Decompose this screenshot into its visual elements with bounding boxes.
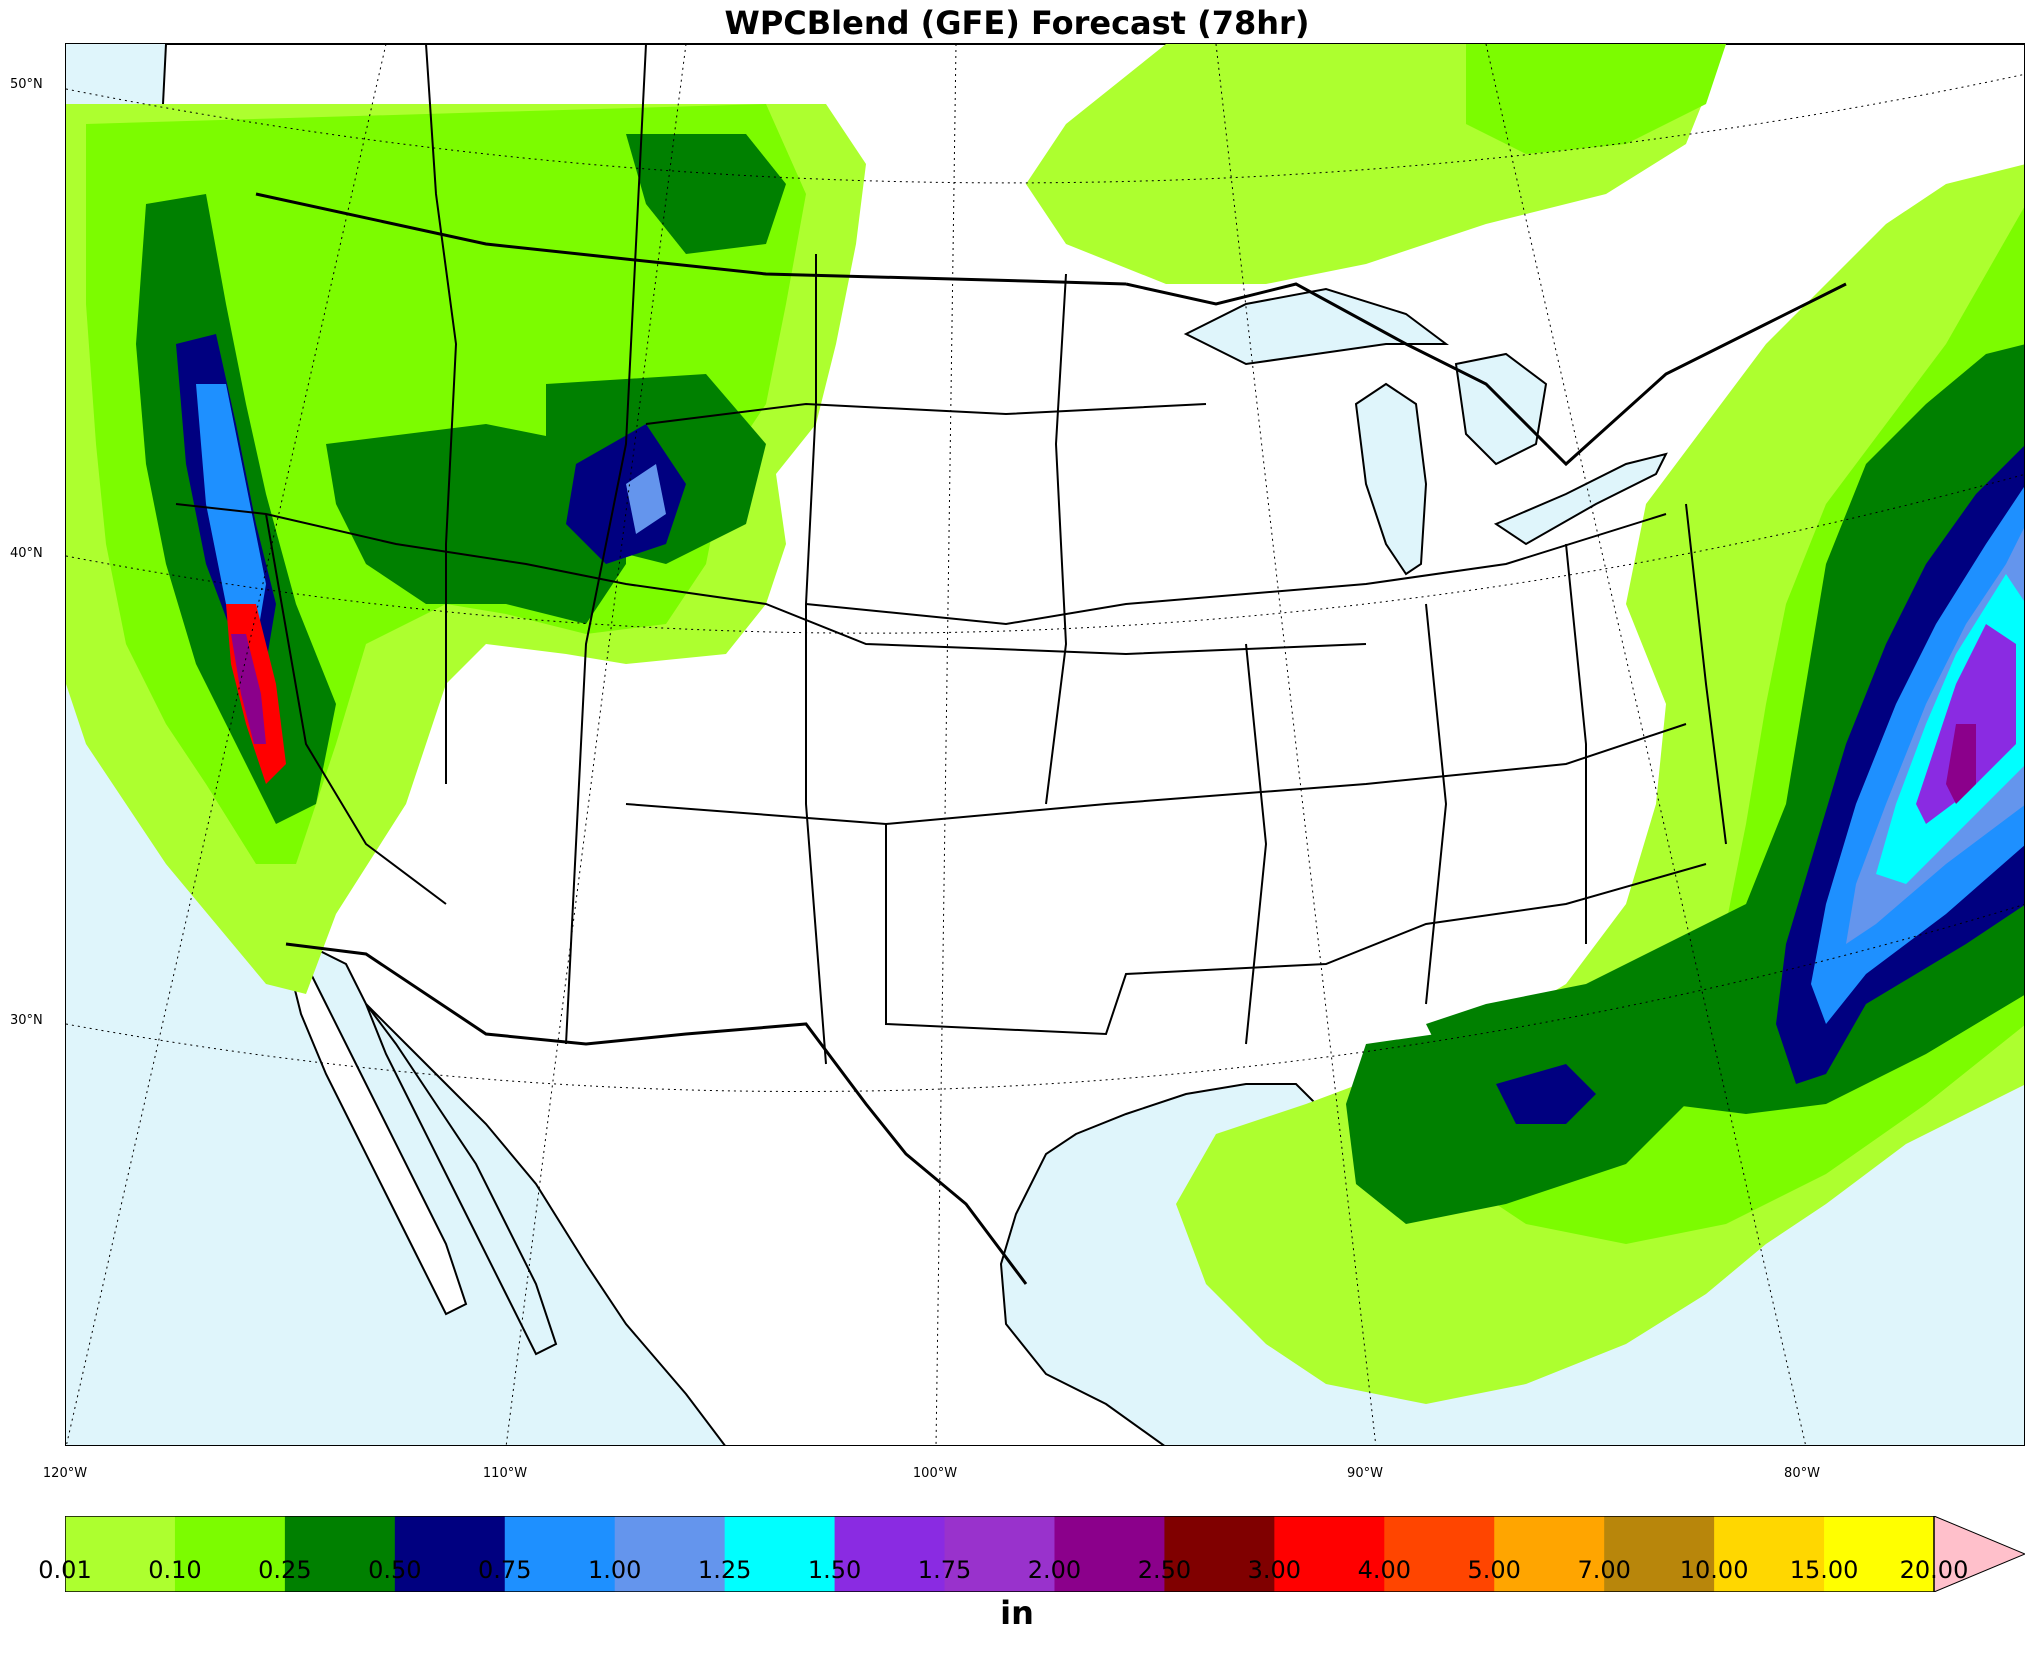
colorbar-tick-label: 7.00	[1577, 1556, 1631, 1584]
colorbar-segment	[1054, 1516, 1165, 1592]
lat-label-30: 30°N	[10, 1013, 43, 1028]
colorbar-tick-label: 5.00	[1467, 1556, 1521, 1584]
gulf-of-california	[365, 1003, 558, 1356]
colorbar-tick-label: 0.10	[148, 1556, 202, 1584]
colorbar-segment	[614, 1516, 726, 1592]
colorbar-tick-label: 3.00	[1247, 1556, 1302, 1584]
colorbar-tick-label: 1.50	[807, 1556, 862, 1584]
colorbar-tick-label: 0.75	[478, 1556, 532, 1584]
colorbar-tick-label: 4.00	[1357, 1556, 1411, 1584]
colorbar-segment	[1714, 1516, 1825, 1592]
colorbar-tick-label: 0.01	[38, 1556, 92, 1584]
map-title: WPCBlend (GFE) Forecast (78hr)	[724, 4, 1310, 42]
lon-label-120w: 120°W	[42, 1466, 88, 1481]
colorbar	[64, 1515, 2027, 1596]
colorbar-segment	[394, 1516, 506, 1592]
colorbar-tick-label: 0.50	[368, 1556, 422, 1584]
colorbar-segment	[944, 1516, 1055, 1592]
colorbar-tick-label: 0.25	[258, 1556, 312, 1584]
lake-michigan	[1354, 382, 1428, 576]
lat-label-40: 40°N	[10, 546, 43, 561]
colorbar-segment	[504, 1516, 616, 1592]
lake-superior	[1183, 287, 1449, 366]
graticule	[66, 44, 2024, 1445]
colorbar-segment	[1824, 1516, 1935, 1592]
units-label: in	[1000, 1594, 1034, 1632]
precipitation-map	[65, 43, 2025, 1446]
lon-label-80w: 80°W	[1784, 1466, 1820, 1481]
us-canada-border	[255, 192, 1127, 286]
political-borders	[175, 44, 1847, 1285]
lon-label-110w: 110°W	[482, 1466, 528, 1481]
colorbar-segment	[284, 1516, 396, 1592]
colorbar-tick-label: 1.75	[917, 1556, 972, 1584]
colorbar-tick-label: 20.00	[1899, 1556, 1969, 1584]
precip-east	[1026, 44, 2024, 1404]
us-mexico-border	[285, 942, 1028, 1285]
colorbar-tick-label: 10.00	[1679, 1556, 1749, 1584]
baja-peninsula	[284, 942, 468, 1316]
colorbar-segment	[65, 1516, 176, 1592]
colorbar-segment	[1164, 1516, 1275, 1592]
lon-label-90w: 90°W	[1347, 1466, 1383, 1481]
colorbar-tick-label: 15.00	[1789, 1556, 1859, 1584]
colorbar-segment	[1274, 1516, 1385, 1592]
precip-west	[66, 104, 866, 994]
colorbar-segment	[724, 1516, 836, 1592]
colorbar-tick-label: 2.50	[1137, 1556, 1192, 1584]
colorbar-segment	[1384, 1516, 1495, 1592]
colorbar-segment	[1604, 1516, 1715, 1592]
lon-label-100w: 100°W	[912, 1466, 958, 1481]
lake-erie-ontario	[1493, 452, 1668, 546]
colorbar-tick-label: 1.00	[587, 1556, 642, 1584]
colorbar-tick-label: 1.25	[697, 1556, 752, 1584]
colorbar-tick-label: 2.00	[1027, 1556, 1082, 1584]
colorbar-segment	[174, 1516, 286, 1592]
colorbar-segment	[1494, 1516, 1605, 1592]
lat-label-50: 50°N	[10, 77, 43, 92]
colorbar-segment	[834, 1516, 946, 1592]
